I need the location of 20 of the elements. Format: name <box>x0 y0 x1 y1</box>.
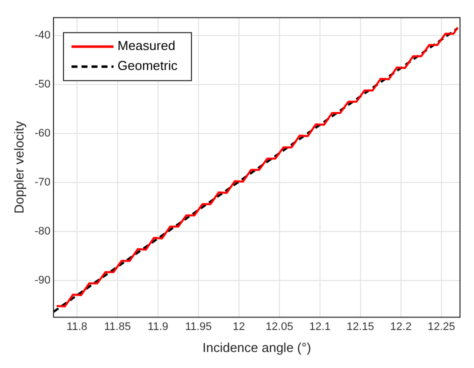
y-tick-label: -60 <box>34 128 50 140</box>
x-tick-label: 11.85 <box>104 320 131 333</box>
x-axis-title: Incidence angle (°) <box>202 340 312 355</box>
y-tick-label: -90 <box>34 274 50 287</box>
x-tick-label: 11.9 <box>148 320 168 333</box>
x-tick-label: 11.8 <box>66 320 88 333</box>
y-tick-label: -70 <box>34 176 50 189</box>
x-tick-label: 12.2 <box>390 320 412 333</box>
x-tick-label: 12.15 <box>346 320 374 333</box>
legend-label: Measured <box>118 38 176 54</box>
x-tick-label: 12.05 <box>266 320 294 333</box>
y-tick-label: -80 <box>34 226 50 238</box>
x-tick-label: 12.1 <box>309 320 331 333</box>
y-axis-title: Doppler velocity <box>11 120 26 214</box>
x-tick-label: 11.95 <box>185 320 212 333</box>
y-tick-label: -50 <box>34 78 50 91</box>
y-tick-label: -40 <box>34 30 50 42</box>
legend-label: Geometric <box>118 58 178 74</box>
x-tick-label: 12 <box>232 320 246 333</box>
x-tick-label: 12.25 <box>428 320 456 333</box>
